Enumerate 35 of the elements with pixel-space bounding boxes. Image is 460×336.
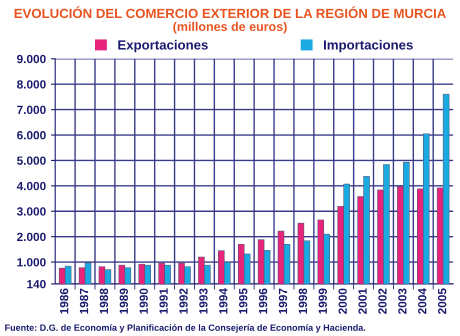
y-tick-label: 7.000 bbox=[17, 106, 46, 114]
x-tick-label: 1997 bbox=[278, 288, 288, 314]
chart-subtitle: (millones de euros) bbox=[173, 22, 287, 34]
x-tick-label: 1992 bbox=[179, 288, 188, 314]
x-tick-label: 2005 bbox=[438, 288, 446, 314]
y-tick-label: 8.000 bbox=[17, 80, 46, 89]
x-tick-label: 1995 bbox=[239, 288, 248, 314]
x-tick-label: 1999 bbox=[318, 288, 327, 314]
y-tick-label: 2.000 bbox=[17, 232, 46, 242]
x-tick-label: 2004 bbox=[418, 288, 426, 314]
x-tick-label: 1991 bbox=[159, 288, 168, 314]
x-tick-label: 2003 bbox=[398, 288, 407, 314]
y-tick-label: 5.000 bbox=[16, 156, 46, 165]
y-tick-label: 6.000 bbox=[17, 131, 46, 140]
x-tick-label: 2002 bbox=[378, 288, 387, 314]
y-tick-label: 3.000 bbox=[16, 207, 46, 216]
source-note: Fuente: D.G. de Economía y Planificación de la Consejería de Economía y Hacienda. bbox=[5, 324, 366, 333]
x-tick-label: 1996 bbox=[258, 288, 268, 314]
chart-title: EVOLUCIÓN DEL COMERCIO EXTERIOR DE LA REGIÓN DE MURCIA bbox=[14, 6, 446, 18]
y-tick-label: 140 bbox=[27, 280, 46, 288]
x-tick-label: 1989 bbox=[120, 288, 128, 314]
legend-label: Exportaciones bbox=[118, 40, 208, 52]
x-tick-label: 1994 bbox=[219, 288, 228, 314]
y-tick-label: 9.000 bbox=[17, 54, 46, 64]
x-tick-label: 1993 bbox=[199, 288, 208, 314]
x-tick-label: 2000 bbox=[338, 288, 347, 314]
legend-label: Importaciones bbox=[324, 40, 413, 52]
y-tick-label: 1.000 bbox=[17, 258, 46, 266]
x-tick-label: 1990 bbox=[140, 288, 148, 314]
x-tick-label: 1998 bbox=[298, 288, 308, 314]
x-tick-label: 1987 bbox=[80, 288, 88, 314]
y-tick-label: 4.000 bbox=[16, 182, 46, 190]
x-tick-label: 1986 bbox=[60, 288, 68, 314]
x-tick-label: 1988 bbox=[100, 288, 108, 314]
x-tick-label: 2001 bbox=[358, 288, 367, 314]
